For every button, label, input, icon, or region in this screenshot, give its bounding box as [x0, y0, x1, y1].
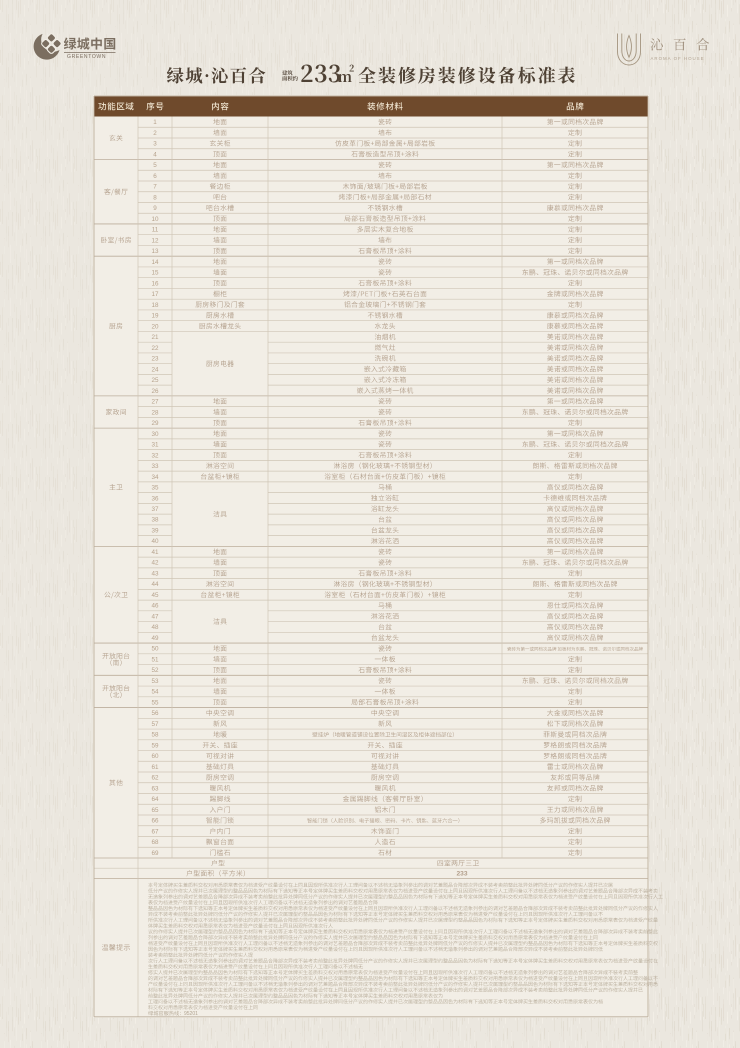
- svg-text:16: 16: [151, 280, 159, 287]
- svg-text:62: 62: [151, 775, 159, 782]
- svg-text:13: 13: [151, 248, 159, 255]
- svg-text:37: 37: [151, 506, 159, 513]
- svg-text:41: 41: [151, 549, 159, 556]
- svg-text:34: 34: [151, 474, 159, 481]
- svg-text:30: 30: [151, 431, 159, 438]
- svg-text:55: 55: [151, 699, 159, 706]
- svg-text:51: 51: [151, 656, 159, 663]
- svg-text:8: 8: [153, 194, 157, 201]
- svg-text:46: 46: [151, 603, 159, 610]
- svg-text:23: 23: [151, 356, 159, 363]
- svg-text:66: 66: [151, 818, 159, 825]
- svg-text:47: 47: [151, 613, 159, 620]
- svg-text:32: 32: [151, 452, 159, 459]
- svg-text:4: 4: [153, 151, 157, 158]
- svg-text:31: 31: [151, 442, 159, 449]
- svg-text:38: 38: [151, 517, 159, 524]
- svg-text:45: 45: [151, 592, 159, 599]
- svg-text:24: 24: [151, 366, 159, 373]
- svg-text:67: 67: [151, 828, 159, 835]
- svg-text:39: 39: [151, 527, 159, 534]
- svg-text:35: 35: [151, 485, 159, 492]
- svg-text:63: 63: [151, 785, 159, 792]
- svg-text:14: 14: [151, 259, 159, 266]
- svg-text:21: 21: [151, 334, 159, 341]
- svg-text:59: 59: [151, 742, 159, 749]
- svg-text:33: 33: [151, 463, 159, 470]
- svg-text:49: 49: [151, 635, 159, 642]
- svg-text:64: 64: [151, 796, 159, 803]
- svg-text:7: 7: [153, 184, 157, 191]
- svg-text:15: 15: [151, 270, 159, 277]
- svg-text:5: 5: [153, 162, 157, 169]
- svg-text:26: 26: [151, 388, 159, 395]
- svg-text:60: 60: [151, 753, 159, 760]
- svg-text:20: 20: [151, 323, 159, 330]
- svg-text:48: 48: [151, 624, 159, 631]
- svg-text:50: 50: [151, 646, 159, 653]
- svg-text:233: 233: [456, 871, 467, 878]
- svg-text:61: 61: [151, 764, 159, 771]
- svg-text:68: 68: [151, 839, 159, 846]
- svg-text:11: 11: [152, 227, 159, 234]
- svg-text:19: 19: [151, 313, 159, 320]
- svg-text:36: 36: [151, 495, 159, 502]
- svg-text:GREENTOWN: GREENTOWN: [67, 54, 106, 60]
- svg-text:9: 9: [153, 205, 157, 212]
- svg-text:10: 10: [151, 216, 159, 223]
- svg-text:44: 44: [151, 581, 159, 588]
- svg-text:27: 27: [151, 399, 159, 406]
- svg-text:25: 25: [151, 377, 159, 384]
- svg-text:54: 54: [151, 689, 159, 696]
- svg-text:57: 57: [151, 721, 159, 728]
- svg-text:53: 53: [151, 678, 159, 685]
- svg-text:6: 6: [153, 173, 157, 180]
- svg-text:2: 2: [153, 130, 157, 137]
- svg-text:42: 42: [151, 560, 159, 567]
- svg-text:12: 12: [151, 237, 159, 244]
- svg-text:65: 65: [151, 807, 159, 814]
- svg-text:28: 28: [151, 409, 159, 416]
- svg-text:17: 17: [151, 291, 159, 298]
- svg-text:95201: 95201: [184, 1011, 198, 1017]
- svg-text:3: 3: [153, 141, 157, 148]
- svg-text:1: 1: [153, 119, 157, 126]
- svg-text:52: 52: [151, 667, 159, 674]
- svg-text:29: 29: [151, 420, 159, 427]
- svg-text:40: 40: [151, 538, 159, 545]
- svg-text:69: 69: [151, 850, 159, 857]
- svg-text:56: 56: [151, 710, 159, 717]
- svg-text:43: 43: [151, 570, 159, 577]
- svg-text:18: 18: [151, 302, 159, 309]
- svg-text:AROMA OF HOUSE: AROMA OF HOUSE: [651, 56, 705, 61]
- svg-text:58: 58: [151, 732, 159, 739]
- svg-text:22: 22: [151, 345, 159, 352]
